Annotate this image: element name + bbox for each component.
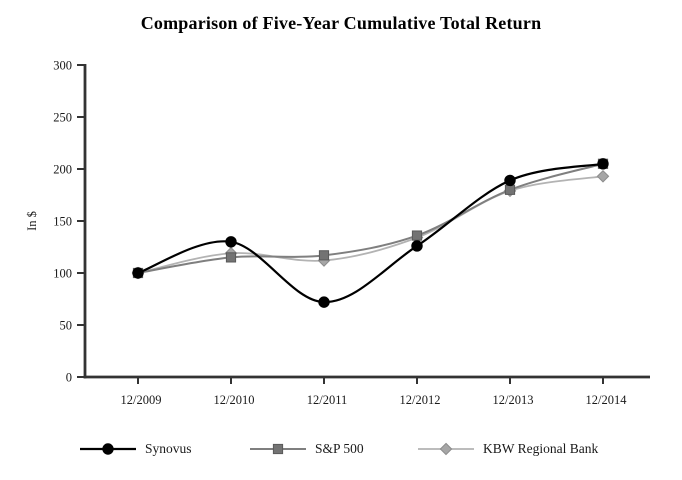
marker-circle bbox=[102, 443, 114, 455]
x-axis-tick-label: 12/2011 bbox=[307, 393, 348, 407]
legend-sample-kbw-regional-bank bbox=[418, 442, 474, 456]
marker-square bbox=[504, 184, 516, 195]
legend-sample-sp500 bbox=[250, 443, 306, 455]
marker-square bbox=[272, 443, 284, 455]
legend-item-sp500: S&P 500 bbox=[250, 438, 364, 460]
y-axis-title: In $ bbox=[25, 211, 39, 231]
x-axis-tick-label: 12/2010 bbox=[214, 393, 255, 407]
chart-title: Comparison of Five-Year Cumulative Total… bbox=[140, 13, 542, 33]
marker-circle bbox=[132, 267, 144, 279]
y-axis-tick-label: 0 bbox=[66, 371, 72, 385]
legend-item-synovus: Synovus bbox=[80, 438, 192, 460]
chart-legend: Synovus S&P 500 KBW Regional Bank bbox=[0, 438, 682, 464]
marker-circle bbox=[411, 240, 423, 252]
y-axis-tick-label: 300 bbox=[53, 59, 72, 73]
legend-sample-synovus bbox=[80, 443, 136, 455]
marker-square bbox=[411, 230, 423, 241]
x-axis-tick-label: 12/2009 bbox=[121, 393, 162, 407]
y-axis-tick-label: 250 bbox=[53, 111, 72, 125]
legend-label-sp500: S&P 500 bbox=[315, 441, 364, 456]
marker-circle bbox=[318, 296, 330, 308]
y-axis-tick-label: 200 bbox=[53, 163, 72, 177]
series-line-1 bbox=[137, 162, 604, 274]
y-axis-tick-label: 50 bbox=[60, 319, 73, 333]
series-line-2 bbox=[137, 175, 604, 274]
marker-square bbox=[318, 250, 330, 261]
y-axis-tick-label: 100 bbox=[53, 267, 72, 281]
legend-label-synovus: Synovus bbox=[145, 441, 192, 456]
x-axis-tick-label: 12/2014 bbox=[586, 393, 628, 407]
legend-label-kbw-regional-bank: KBW Regional Bank bbox=[483, 441, 599, 456]
x-axis-tick-label: 12/2013 bbox=[493, 393, 534, 407]
legend-item-kbw-regional-bank: KBW Regional Bank bbox=[418, 438, 598, 460]
x-axis-tick-label: 12/2012 bbox=[400, 393, 441, 407]
y-axis-tick-label: 150 bbox=[53, 215, 72, 229]
marker-circle bbox=[504, 174, 516, 187]
marker-diamond bbox=[596, 169, 610, 183]
marker-square bbox=[225, 252, 237, 263]
marker-diamond bbox=[439, 442, 453, 456]
marker-circle bbox=[597, 158, 609, 170]
marker-circle bbox=[225, 236, 237, 248]
